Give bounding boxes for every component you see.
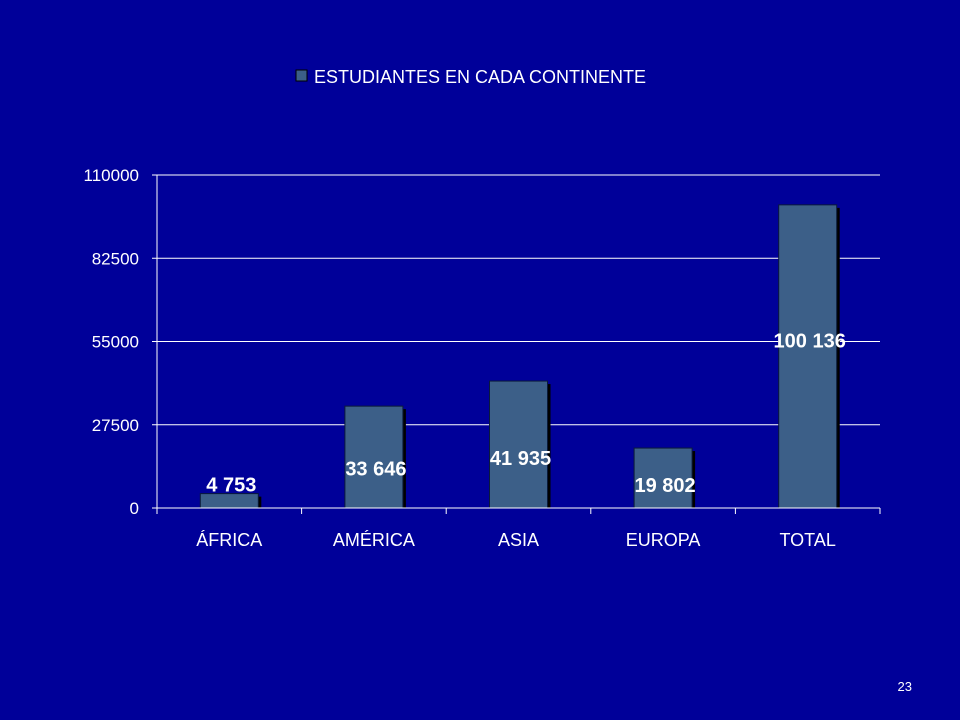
- x-tick-label: EUROPA: [626, 530, 701, 550]
- slide-number: 23: [897, 679, 912, 694]
- bar: [633, 447, 693, 509]
- y-tick-label: 27500: [92, 416, 139, 435]
- axes: [156, 175, 880, 509]
- data-label: 33 646: [345, 458, 406, 480]
- bar: [344, 405, 404, 509]
- bars: [199, 204, 840, 509]
- bar: [778, 204, 838, 509]
- data-label: 41 935: [490, 448, 551, 470]
- x-tick-label: TOTAL: [780, 530, 836, 550]
- data-labels: 4 753 33 646 41 935 19 802 100 136: [206, 330, 846, 497]
- x-tick-label: AMÉRICA: [333, 530, 415, 550]
- legend: ESTUDIANTES EN CADA CONTINENTE: [295, 67, 646, 87]
- legend-label: ESTUDIANTES EN CADA CONTINENTE: [314, 67, 646, 87]
- y-tick-label: 0: [130, 499, 139, 518]
- y-tick-label: 55000: [92, 333, 139, 352]
- bar: [489, 380, 548, 509]
- x-tick-label: ASIA: [498, 530, 539, 550]
- y-axis-ticks: 0 27500 55000 82500 110000: [84, 166, 157, 518]
- legend-swatch: [295, 69, 308, 82]
- data-label: 4 753: [206, 475, 256, 497]
- y-tick-label: 82500: [92, 249, 139, 268]
- y-tick-label: 110000: [84, 166, 139, 185]
- data-label: 19 802: [635, 475, 696, 497]
- data-label: 100 136: [774, 330, 846, 352]
- x-axis-ticks: ÁFRICA AMÉRICA ASIA EUROPA TOTAL: [156, 508, 881, 550]
- x-tick-label: ÁFRICA: [196, 530, 262, 550]
